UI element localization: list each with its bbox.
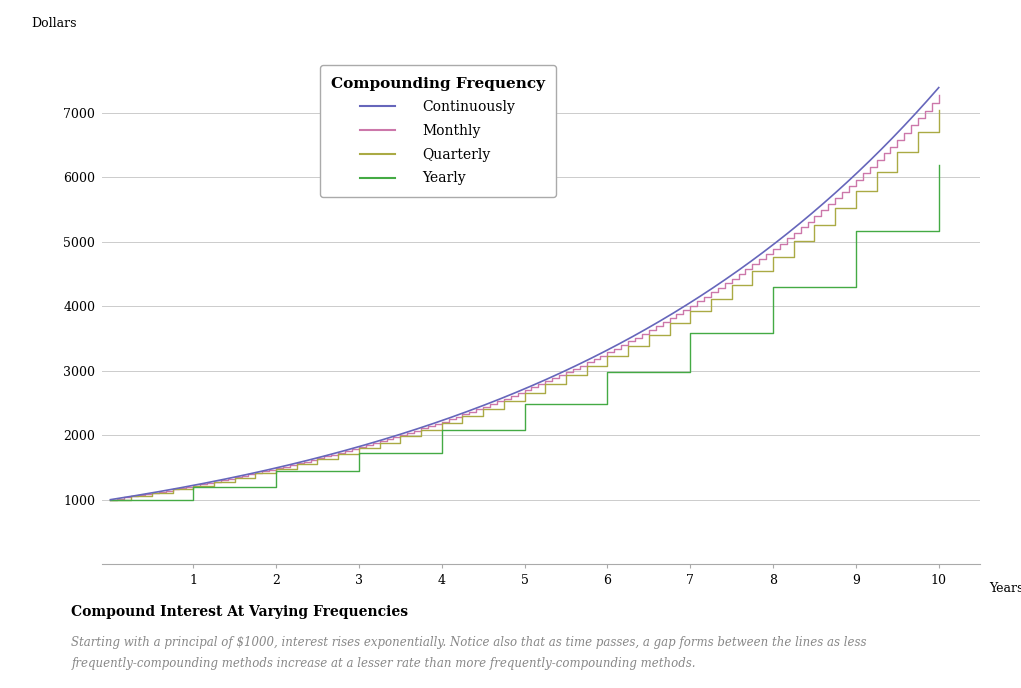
Continuously [248,469,260,477]
X-axis label: Years: Years [989,582,1021,595]
Yearly [187,483,199,491]
Yearly [270,483,282,491]
Yearly [104,495,116,504]
Yearly [519,400,531,408]
Quarterly [622,342,634,350]
Continuously [932,83,944,92]
Monthly [932,92,944,100]
Quarterly [560,372,572,380]
Monthly [774,245,786,253]
Yearly [187,495,199,504]
Line: Yearly: Yearly [110,165,938,499]
Continuously [422,421,434,429]
Yearly [436,449,448,457]
Continuously [104,495,116,504]
Yearly [932,227,944,235]
Text: Starting with a principal of $1000, interest rises exponentially. Notice also th: Starting with a principal of $1000, inte… [71,636,867,670]
Yearly [932,161,944,169]
Monthly [201,480,213,488]
Monthly [581,362,593,370]
Yearly [684,329,696,337]
Monthly [926,107,938,115]
Continuously [457,409,470,417]
Legend: Continuously, Monthly, Quarterly, Yearly: Continuously, Monthly, Quarterly, Yearly [320,65,556,197]
Text: Compound Interest At Varying Frequencies: Compound Interest At Varying Frequencies [71,605,408,619]
Yearly [601,367,614,376]
Yearly [353,449,366,457]
Yearly [767,283,779,291]
Y-axis label: Dollars: Dollars [31,17,77,30]
Yearly [353,467,366,475]
Continuously [916,102,928,110]
Yearly [270,467,282,475]
Yearly [767,329,779,337]
Quarterly [829,221,841,229]
Yearly [849,283,862,291]
Yearly [436,427,448,435]
Line: Continuously: Continuously [110,87,938,499]
Yearly [684,367,696,376]
Quarterly [849,186,862,195]
Yearly [519,427,531,435]
Continuously [199,479,211,487]
Quarterly [932,106,944,114]
Line: Quarterly: Quarterly [110,110,938,499]
Quarterly [787,252,799,261]
Yearly [601,400,614,408]
Continuously [827,191,839,199]
Yearly [849,227,862,235]
Line: Monthly: Monthly [110,96,938,499]
Quarterly [726,294,738,303]
Monthly [104,495,116,504]
Quarterly [104,495,116,504]
Monthly [422,424,434,433]
Monthly [719,283,731,292]
